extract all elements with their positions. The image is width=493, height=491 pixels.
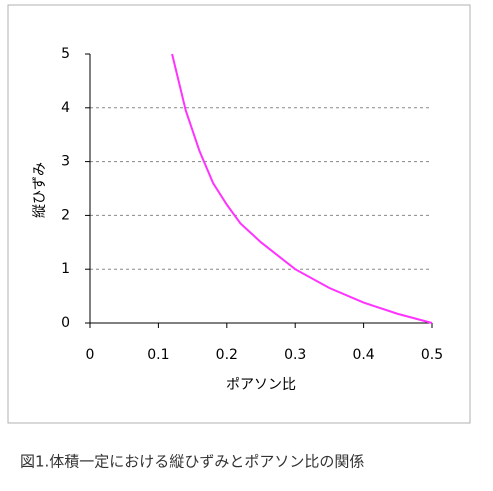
y-tick-label: 5	[61, 46, 70, 62]
y-axis-label: 縦ひずみ	[32, 162, 48, 218]
x-tick-label: 0.2	[216, 347, 238, 363]
y-tick-label: 4	[61, 100, 70, 116]
x-tick-label: 0.5	[421, 347, 443, 363]
line-series	[171, 53, 433, 324]
x-axis-label: ポアソン比	[226, 377, 296, 393]
y-tick-label: 0	[61, 315, 70, 331]
x-tick-label: 0.4	[352, 347, 374, 363]
y-tick-label: 1	[61, 261, 70, 277]
caption: 図1.体積一定における縦ひずみとポアソン比の関係	[20, 453, 364, 471]
chart-frame	[7, 4, 471, 424]
x-tick-label: 0.1	[147, 347, 169, 363]
x-tick-label: 0	[86, 347, 95, 363]
y-tick-label: 2	[61, 207, 70, 223]
x-tick-label: 0.3	[284, 347, 306, 363]
y-tick-label: 3	[61, 154, 70, 170]
